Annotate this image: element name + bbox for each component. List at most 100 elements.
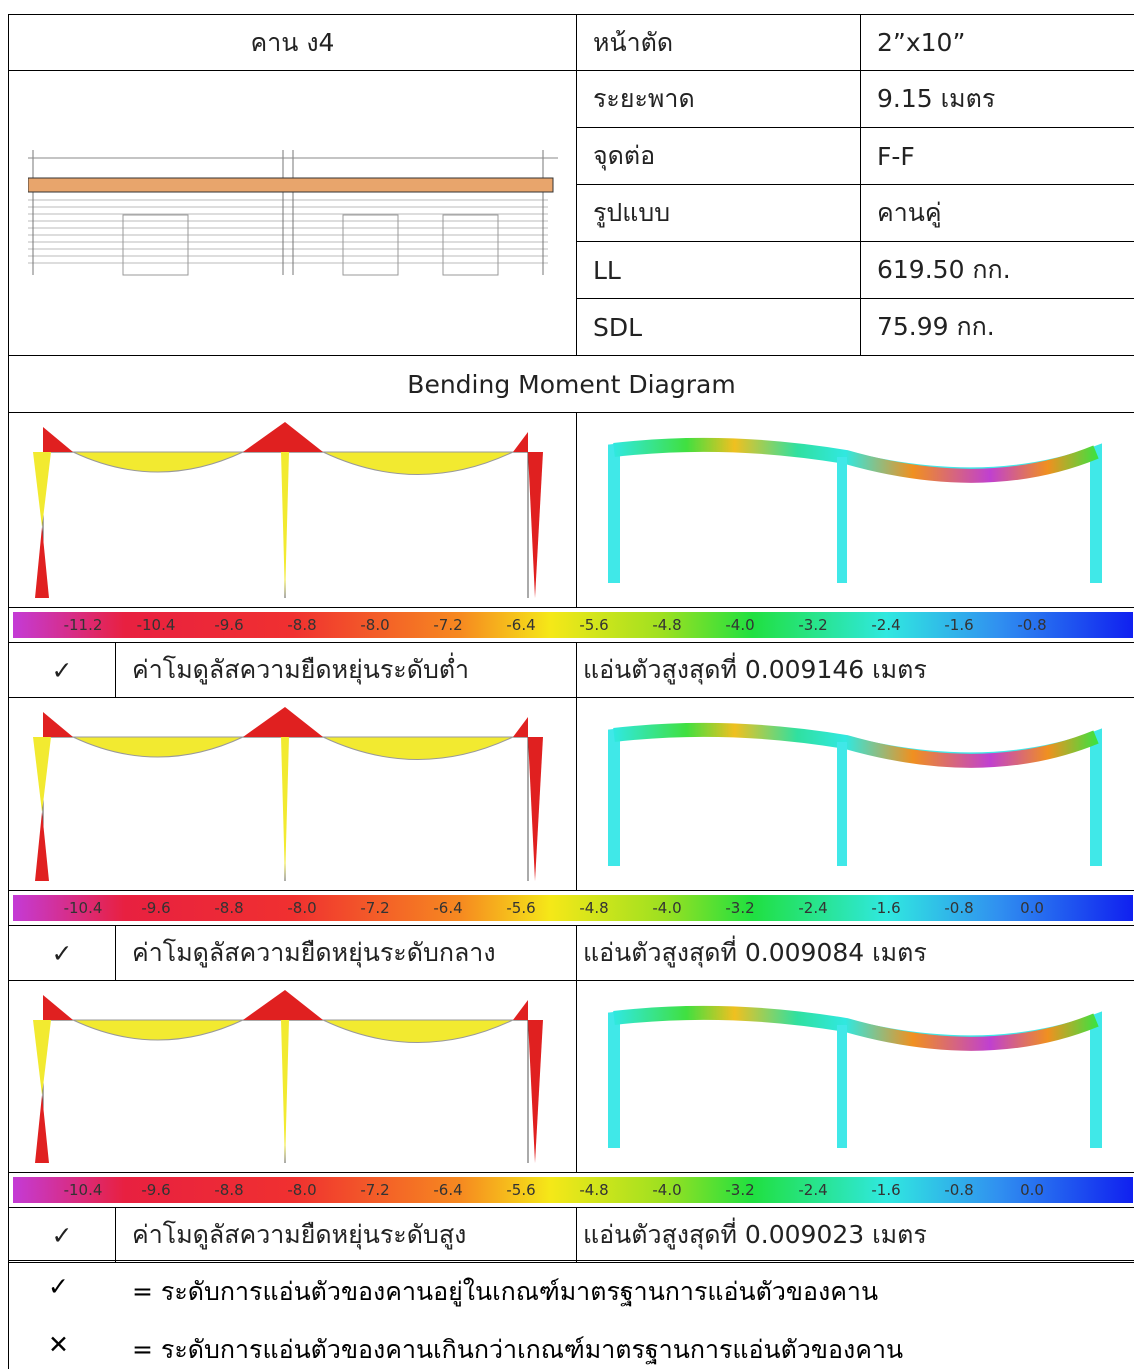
colorbar-label: -10.4 xyxy=(64,1181,103,1201)
text: -7.2 xyxy=(360,1181,390,1199)
colorbar-label: -3.2 xyxy=(725,899,754,919)
text: -5.6 xyxy=(579,616,609,634)
beam-name: คาน ง4 xyxy=(8,14,577,71)
colorbar xyxy=(13,612,1133,638)
colorbar-label: -1.6 xyxy=(871,899,900,919)
legend-cell xyxy=(8,1260,1134,1369)
text: -0.8 xyxy=(944,899,974,917)
text: -6.4 xyxy=(506,616,536,634)
column-moment xyxy=(35,1095,49,1163)
deflected-beam xyxy=(613,437,1099,483)
column-moment xyxy=(281,452,289,598)
colorbar-label: -7.2 xyxy=(433,616,462,636)
legend-symbol: ✓ xyxy=(48,1272,78,1302)
legend-text: = ระดับการแอ่นตัวของคานอยู่ในเกณฑ์มาตรฐา… xyxy=(132,1272,1032,1306)
text: ค่าโมดูลัสความยืดหยุ่นระดับต่ำ xyxy=(132,655,470,684)
text: -8.8 xyxy=(287,616,317,634)
moment-hogging xyxy=(43,707,528,737)
check-mark: ✓ xyxy=(8,925,116,981)
text: -1.6 xyxy=(944,616,974,634)
text: -4.8 xyxy=(579,899,609,917)
text: รูปแบบ xyxy=(593,198,671,227)
colorbar-label: -9.6 xyxy=(141,1181,170,1201)
text: -3.2 xyxy=(725,1181,755,1199)
deflected-beam xyxy=(613,722,1099,768)
column-moment xyxy=(528,1020,543,1163)
section-title: Bending Moment Diagram xyxy=(8,355,1134,413)
text: 75.99 กก. xyxy=(877,312,995,341)
colorbar-label: -10.4 xyxy=(137,616,176,636)
colorbar-label: -4.0 xyxy=(725,616,754,636)
text: -8.8 xyxy=(214,1181,244,1199)
colorbar-label: -6.4 xyxy=(506,616,535,636)
text: -11.2 xyxy=(63,616,103,634)
text: -4.0 xyxy=(652,1181,682,1199)
text: -7.2 xyxy=(360,899,390,917)
beam xyxy=(28,177,554,193)
text: 619.50 กก. xyxy=(877,255,1011,284)
section-label: หน้าตัด xyxy=(576,14,861,71)
text: -9.6 xyxy=(141,899,171,917)
colorbar-label: -1.6 xyxy=(944,616,973,636)
colorbar-label: -5.6 xyxy=(506,899,535,919)
text: -8.0 xyxy=(287,1181,317,1199)
text: -4.8 xyxy=(579,1181,609,1199)
property-value: 75.99 กก. xyxy=(860,298,1134,356)
property-label: SDL xyxy=(576,298,861,356)
text: -4.8 xyxy=(652,616,682,634)
text: ค่าโมดูลัสความยืดหยุ่นระดับสูง xyxy=(132,1220,467,1249)
text: F-F xyxy=(877,141,915,171)
text: -9.6 xyxy=(214,616,244,634)
property-value: F-F xyxy=(860,127,1134,185)
colorbar-label: -5.6 xyxy=(579,616,608,636)
text: แอ่นตัวสูงสุดที่ 0.009023 เมตร xyxy=(583,1220,927,1249)
case-label: ค่าโมดูลัสความยืดหยุ่นระดับสูง xyxy=(115,1207,577,1263)
column-moment xyxy=(35,812,49,881)
colorbar-label: -0.8 xyxy=(944,1181,973,1201)
text: = ระดับการแอ่นตัวของคานอยู่ในเกณฑ์มาตรฐา… xyxy=(132,1277,879,1306)
text: -0.8 xyxy=(1017,616,1047,634)
text: -2.4 xyxy=(871,616,901,634)
text: -8.0 xyxy=(287,899,317,917)
text: คานคู่ xyxy=(877,198,942,227)
colorbar-label: -2.4 xyxy=(798,899,827,919)
text: ✓ xyxy=(51,938,73,968)
text: แอ่นตัวสูงสุดที่ 0.009146 เมตร xyxy=(583,655,927,684)
text: -3.2 xyxy=(798,616,828,634)
colorbar-label: -8.0 xyxy=(287,1181,316,1201)
text: ระยะพาด xyxy=(593,84,695,113)
column-moment xyxy=(528,737,543,881)
text: หน้าตัด xyxy=(593,27,674,57)
text: 0.0 xyxy=(1020,1181,1044,1199)
colorbar-label: -3.2 xyxy=(798,616,827,636)
text: -1.6 xyxy=(871,1181,901,1199)
door xyxy=(122,214,189,276)
text: -6.4 xyxy=(433,1181,463,1199)
text: -4.0 xyxy=(652,899,682,917)
text: -10.4 xyxy=(63,899,103,917)
case-label: ค่าโมดูลัสความยืดหยุ่นระดับต่ำ xyxy=(115,642,577,698)
text: -5.6 xyxy=(506,899,536,917)
text: ✕ xyxy=(48,1330,69,1359)
text: 2”x10” xyxy=(877,28,966,57)
text: ✓ xyxy=(51,1220,73,1250)
legend-text: = ระดับการแอ่นตัวของคานเกินกว่าเกณฑ์มาตร… xyxy=(132,1330,1032,1364)
text: -2.4 xyxy=(798,899,828,917)
text: คาน ง4 xyxy=(250,27,335,57)
property-label: ระยะพาด xyxy=(576,70,861,128)
colorbar-label: -8.8 xyxy=(214,899,243,919)
text: -9.6 xyxy=(141,1181,171,1199)
property-label: รูปแบบ xyxy=(576,184,861,242)
colorbar-label: -8.8 xyxy=(287,616,316,636)
text: -8.0 xyxy=(360,616,390,634)
deflection-diagram xyxy=(608,1005,1102,1148)
colorbar-label: 0.0 xyxy=(1020,899,1044,919)
colorbar-label: -11.2 xyxy=(64,616,103,636)
colorbar-label: -4.8 xyxy=(579,899,608,919)
text: 9.15 เมตร xyxy=(877,84,996,113)
column-moment xyxy=(35,527,49,598)
moment-diagram xyxy=(33,707,543,881)
column-moment xyxy=(281,737,289,881)
property-value: 9.15 เมตร xyxy=(860,70,1134,128)
